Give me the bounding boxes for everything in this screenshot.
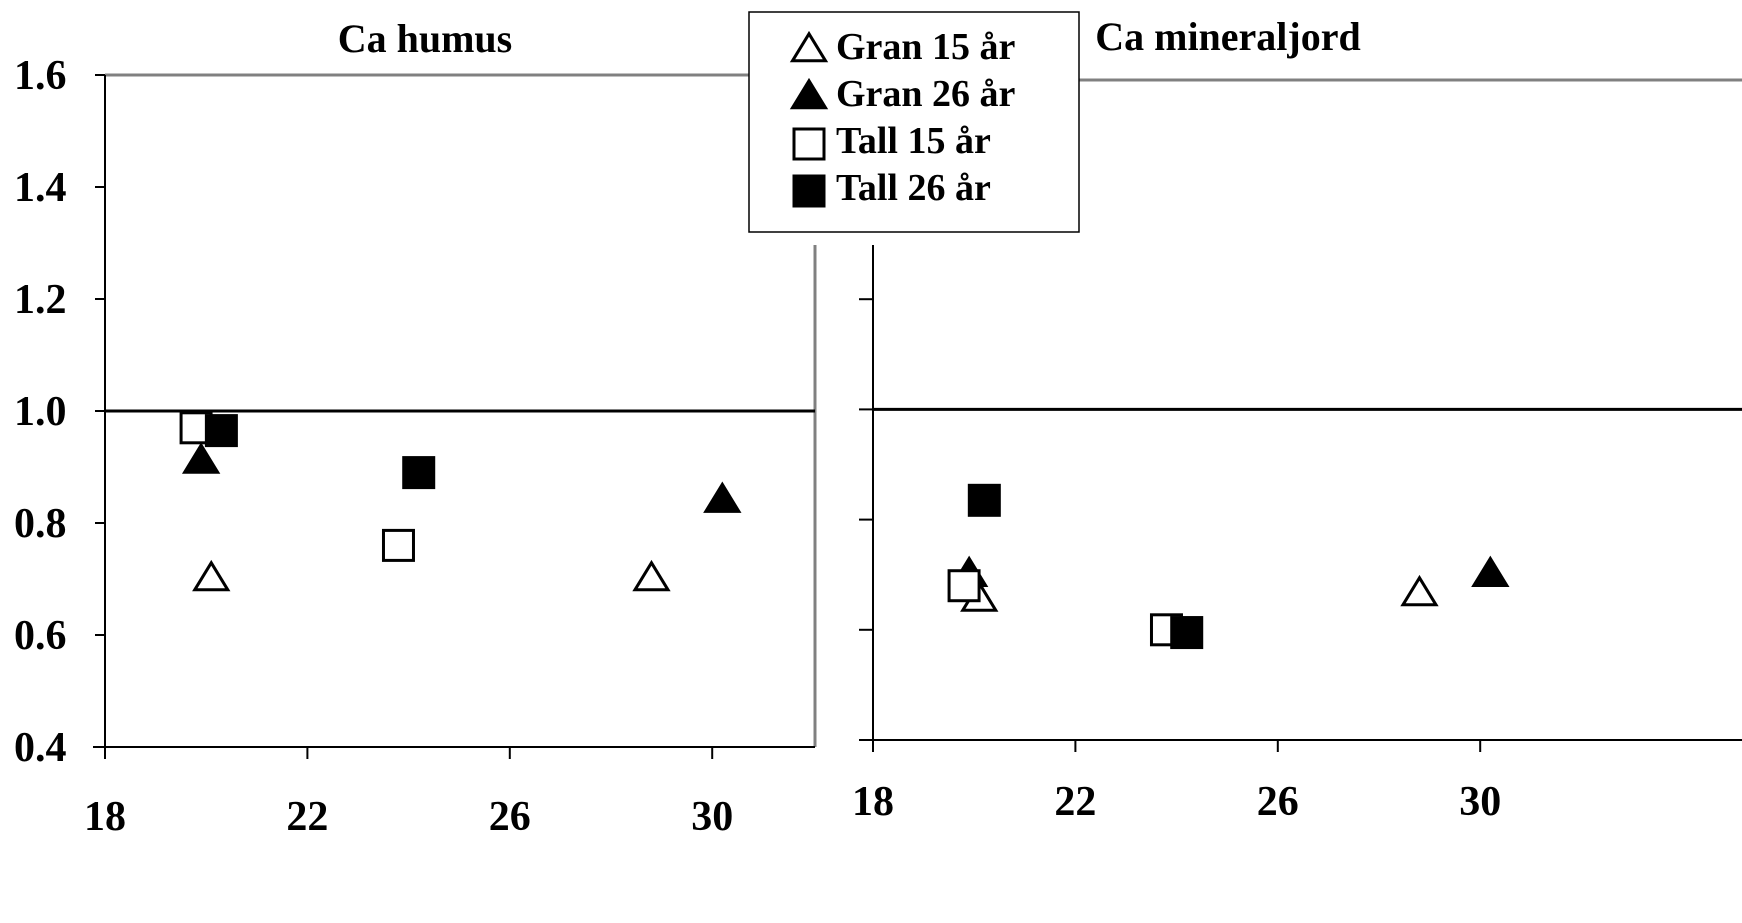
point-tall-26-ar <box>402 456 436 490</box>
legend-marker-tall-15-ar <box>792 127 826 161</box>
y-tick-label: 1.0 <box>14 389 67 435</box>
x-tick-label: 26 <box>489 794 531 840</box>
legend-marker-tall-26-ar <box>792 174 826 208</box>
chart-title: Ca mineraljord <box>1095 14 1361 59</box>
chart-title: Ca humus <box>338 16 513 61</box>
y-tick-label: 1.4 <box>14 165 67 211</box>
x-tick-label: 18 <box>84 794 126 840</box>
point-tall-15-ar <box>947 569 981 603</box>
point-gran-15-ar <box>1400 574 1439 607</box>
y-tick-label: 0.8 <box>14 501 67 547</box>
legend-label-tall-26-ar: Tall 26 år <box>836 167 991 209</box>
y-tick-label: 0.6 <box>14 613 67 659</box>
point-tall-26-ar <box>1170 616 1204 650</box>
x-tick-label: 30 <box>1459 779 1501 825</box>
x-tick-label: 18 <box>852 779 894 825</box>
point-tall-26-ar <box>967 483 1001 517</box>
y-tick-label: 1.2 <box>14 277 67 323</box>
point-gran-26-ar <box>703 481 742 513</box>
legend-marker-gran-26-ar <box>789 77 829 110</box>
point-tall-15-ar <box>381 528 415 562</box>
y-tick-label: 1.6 <box>14 53 67 99</box>
x-tick-label: 30 <box>691 794 733 840</box>
point-tall-26-ar <box>204 414 238 448</box>
legend: Gran 15 år Gran 26 år Tall 15 år Tall 26 år <box>748 11 1080 233</box>
point-gran-15-ar <box>192 559 231 592</box>
x-tick-label: 22 <box>1054 779 1096 825</box>
legend-label-gran-15-ar: Gran 15 år <box>836 26 1016 68</box>
legend-label-gran-26-ar: Gran 26 år <box>836 73 1016 115</box>
point-gran-15-ar <box>632 559 671 592</box>
point-gran-26-ar <box>181 442 221 474</box>
legend-label-tall-15-ar: Tall 15 år <box>836 120 991 162</box>
x-tick-label: 26 <box>1257 779 1299 825</box>
legend-marker-gran-15-ar <box>789 30 829 63</box>
x-tick-label: 22 <box>286 794 328 840</box>
y-tick-label: 0.4 <box>14 725 67 771</box>
panel-ca-humus: Ca humus 0.4 0.6 0.8 1.0 1.2 1.4 1.6 18 22 26 30 <box>14 16 817 840</box>
point-gran-26-ar <box>1471 555 1510 587</box>
panel-ca-mineraljord: Ca mineraljord 18 22 26 30 <box>852 14 1742 825</box>
